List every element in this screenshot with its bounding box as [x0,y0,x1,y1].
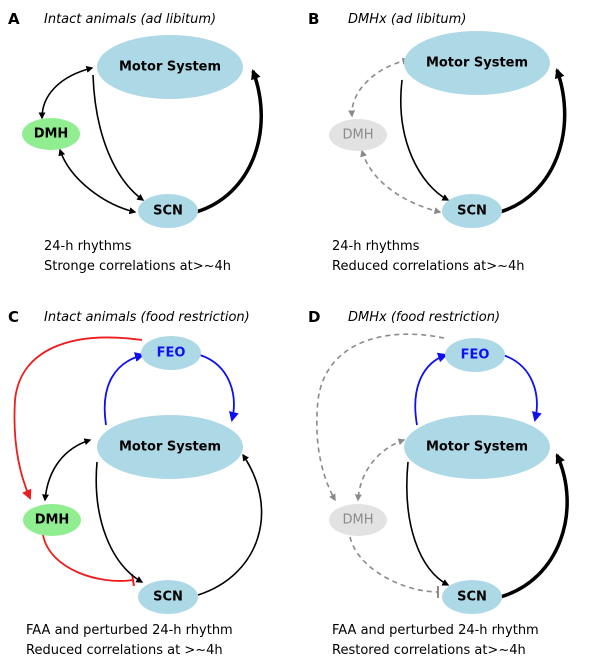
node-label: Motor System [426,440,528,455]
edge-motor-scn [92,74,145,201]
scn-node: SCN [138,580,198,614]
node-label: Motor System [119,60,221,75]
panel-title: DMHx (food restriction) [348,310,500,325]
scn-node: SCN [138,194,198,228]
edge-motor-feo [103,352,145,426]
node-label: FEO [461,348,490,363]
edge-motor-dmh [38,65,94,120]
edge-scn-motor [499,453,569,599]
panel-letter: B [308,10,319,28]
motor-system-node: Motor System [404,415,550,479]
motor-system-node: Motor System [97,35,243,99]
edge-dmh-scn-inhibit [349,536,440,599]
node-label: DMH [35,513,70,528]
panel-c: C Intact animals (food restriction) FEO … [8,308,263,658]
edge-feo-motor [199,354,239,422]
panel-b: B DMHx (ad libitum) Motor System DMH SCN… [308,10,567,274]
caption-line: Stronge correlations at>~4h [44,259,231,274]
caption-line: 24-h rhythms [332,239,420,254]
panel-letter: A [8,10,20,28]
panel-a: A Intact animals (ad libitum) Motor Syst… [8,10,263,274]
caption-line: Reduced correlations at >~4h [26,643,223,658]
caption-line: FAA and perturbed 24-h rhythm [332,623,539,638]
caption-line: 24-h rhythms [44,239,132,254]
caption-line: FAA and perturbed 24-h rhythm [26,623,233,638]
edge-scn-motor [499,68,567,214]
panel-letter: C [8,308,19,326]
dmh-node: DMH [329,119,387,151]
edge-scn-motor [197,453,263,596]
node-label: SCN [153,590,183,605]
node-label: SCN [153,204,183,219]
node-label: FEO [157,346,186,361]
caption-line: Reduced correlations at>~4h [332,259,525,274]
feo-node: FEO [445,338,505,372]
edge-motor-scn [400,79,450,201]
edge-scn-motor [195,69,263,214]
panel-title: Intact animals (food restriction) [44,310,250,325]
edge-feo-motor [502,354,542,422]
feo-node: FEO [141,336,201,370]
panel-d: D DMHx (food restriction) FEO Motor Syst… [308,308,569,658]
edge-motor-scn [406,461,450,586]
node-label: Motor System [119,440,221,455]
edge-feo-dmh [316,333,445,502]
motor-system-node: Motor System [97,415,243,479]
edge-motor-dmh [42,438,92,502]
panel-letter: D [308,308,320,326]
edge-dmh-scn [58,148,137,215]
edge-motor-dmh [354,438,406,502]
dmh-node: DMH [22,118,80,150]
node-label: DMH [342,513,373,528]
caption-line: Restored correlations at>~4h [332,643,526,658]
node-label: SCN [457,590,487,605]
panel-title: Intact animals (ad libitum) [44,12,216,27]
edge-feo-dmh [13,336,143,500]
node-label: DMH [34,127,69,142]
edge-motor-feo [414,352,448,426]
dmh-node: DMH [329,504,387,536]
scn-node: SCN [442,580,502,614]
motor-system-node: Motor System [404,31,550,95]
dmh-node: DMH [23,504,81,536]
panel-title: DMHx (ad libitum) [348,12,466,27]
edge-dmh-scn [360,149,442,215]
node-label: DMH [342,128,373,143]
node-label: SCN [457,204,487,219]
node-label: Motor System [426,56,528,71]
scn-node: SCN [442,194,502,228]
edge-motor-dmh [348,57,410,118]
edge-motor-scn [95,461,144,583]
edge-dmh-scn-inhibit [42,534,135,587]
